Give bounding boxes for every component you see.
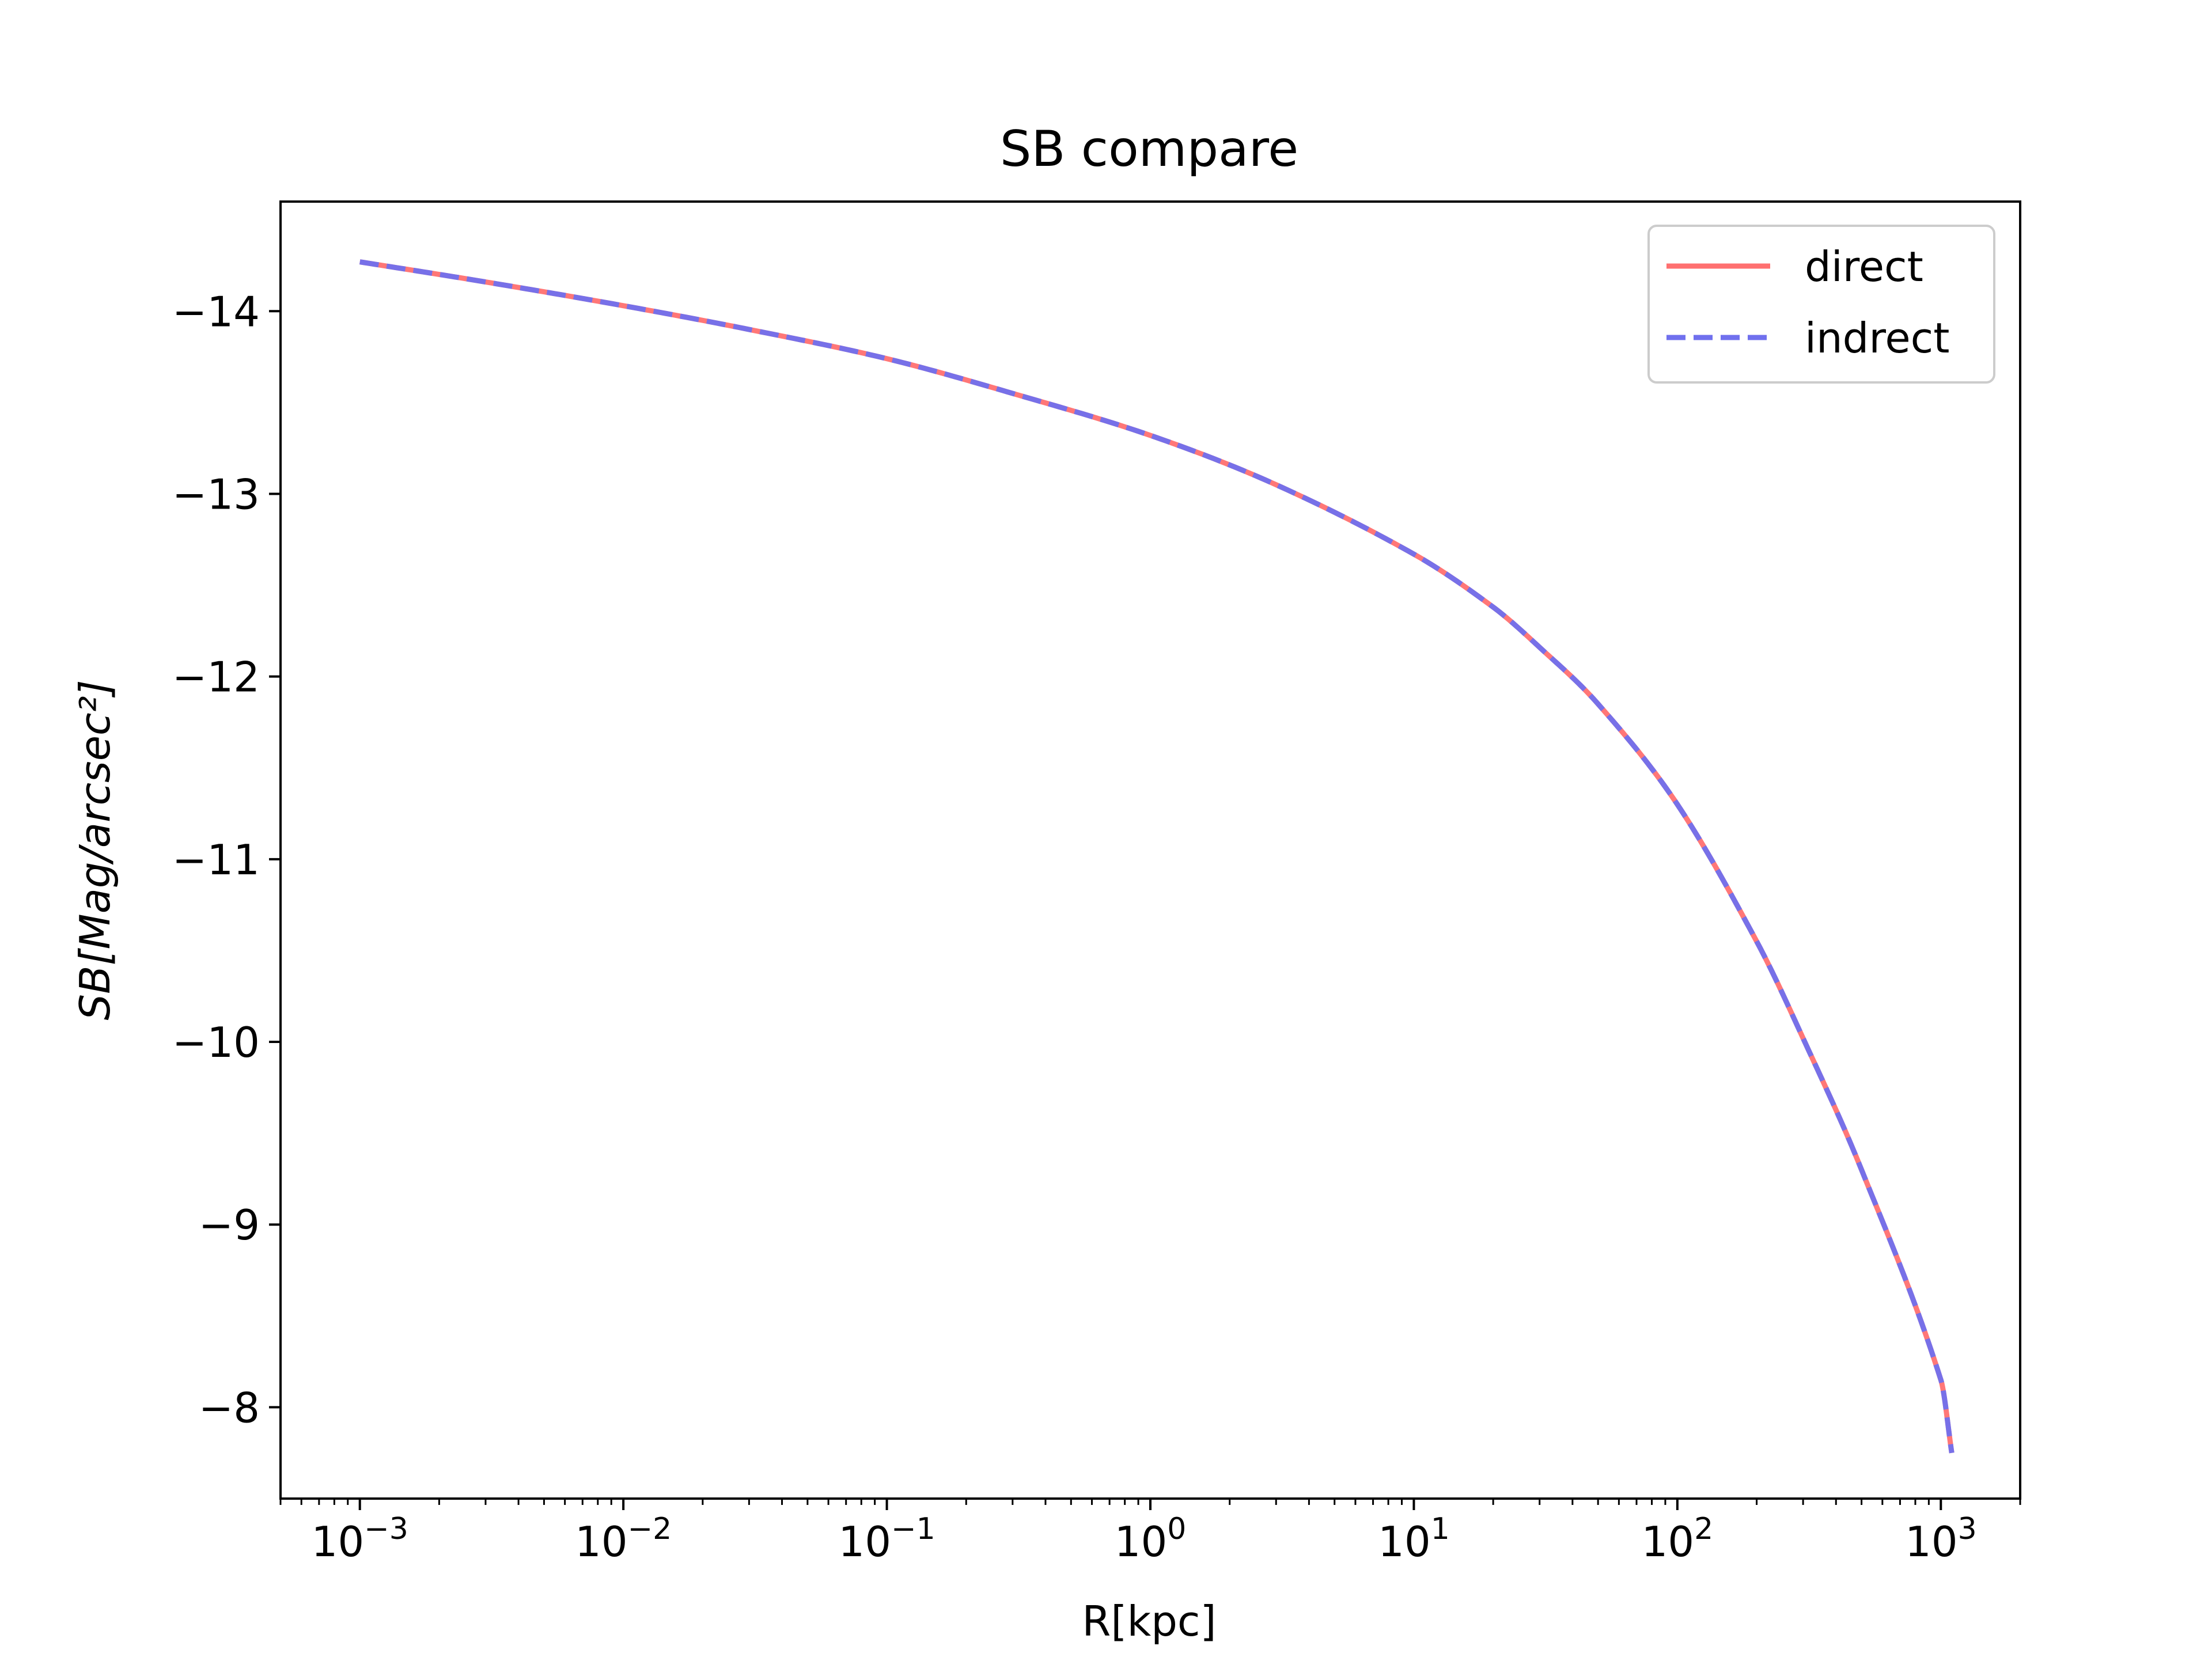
- plot-area: [281, 202, 2020, 1499]
- chart-title: SB compare: [1000, 120, 1298, 178]
- y-tick-label: −14: [172, 287, 260, 336]
- y-tick-label: −13: [172, 470, 260, 518]
- x-axis-label: R[kpc]: [1082, 1597, 1216, 1645]
- y-tick-label: −11: [172, 836, 260, 884]
- y-tick-label: −8: [199, 1383, 260, 1432]
- y-tick-label: −12: [172, 653, 260, 701]
- y-tick-label: −10: [172, 1018, 260, 1067]
- y-axis-label: SB[Mag/arcsec²]: [71, 680, 119, 1020]
- legend: direct indrect: [1649, 226, 1994, 382]
- legend-label-direct: direct: [1805, 242, 1923, 291]
- legend-label-indrect: indrect: [1805, 314, 1949, 362]
- y-tick-label: −9: [199, 1201, 260, 1249]
